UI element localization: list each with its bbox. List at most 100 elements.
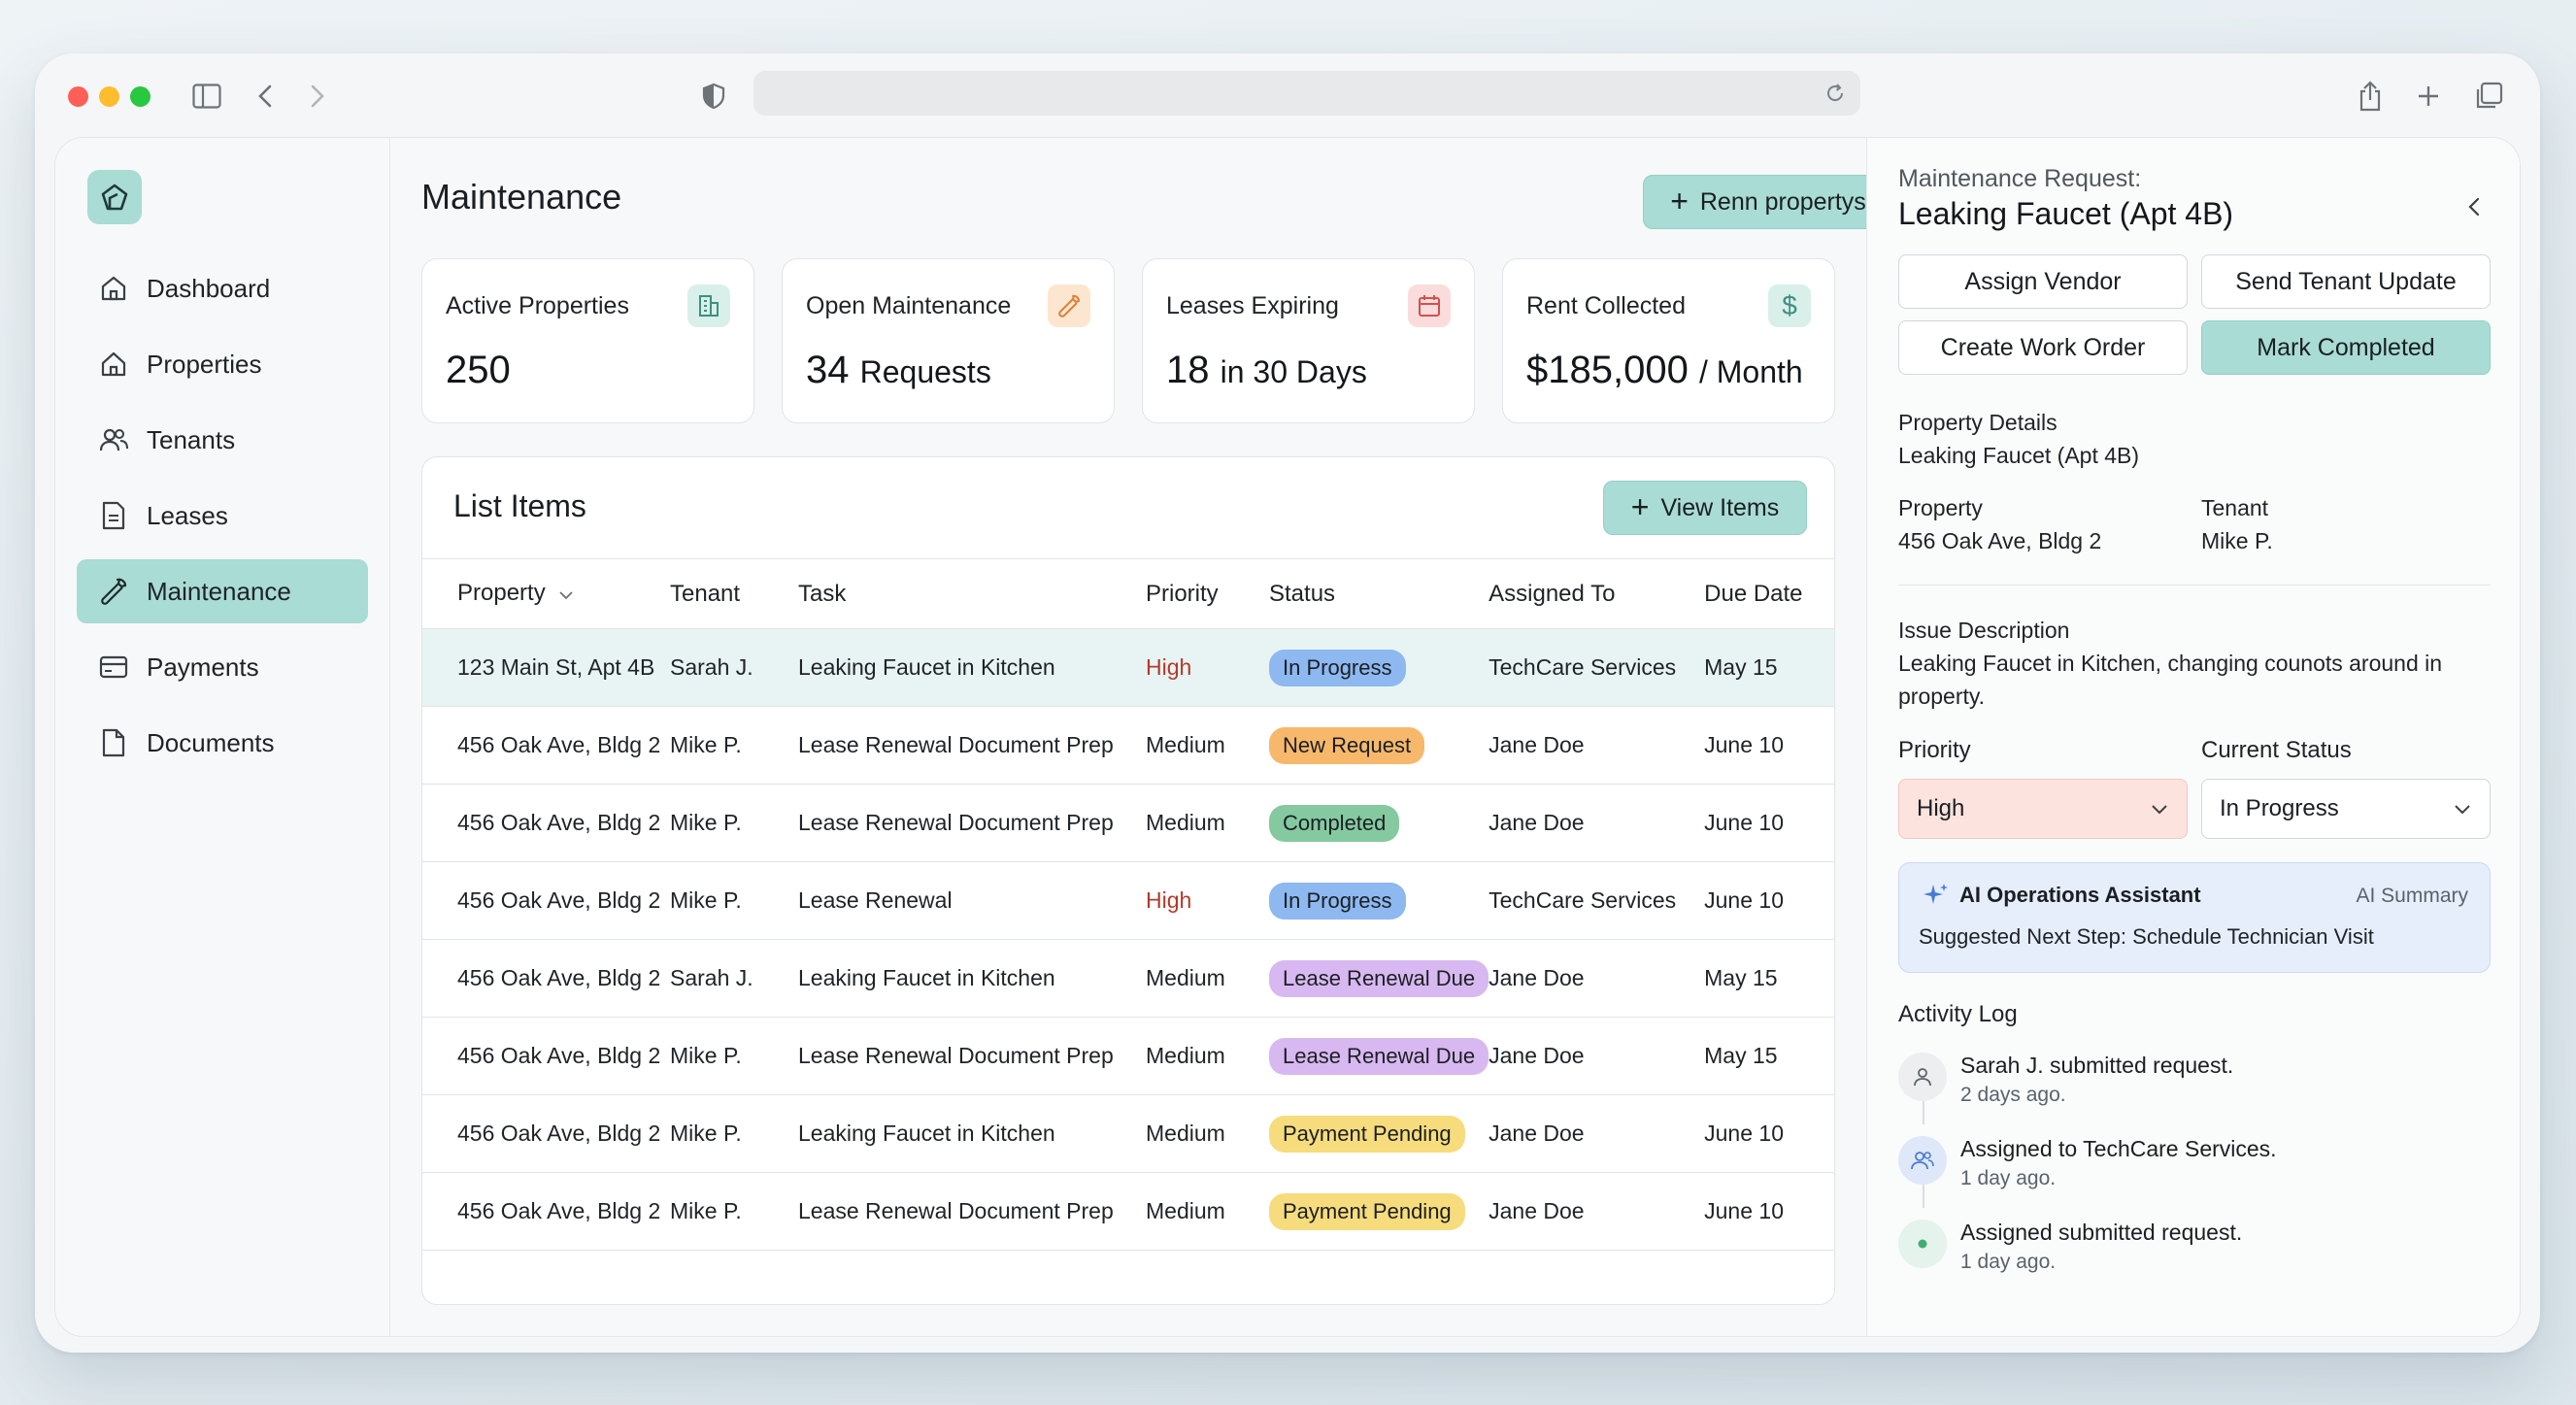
activity-log-heading: Activity Log [1898, 1001, 2018, 1027]
send-tenant-update-button[interactable]: Send Tenant Update [2201, 254, 2491, 309]
button-label: View Items [1660, 493, 1780, 521]
zoom-window-button[interactable] [130, 86, 151, 107]
sidebar-item-properties[interactable]: Properties [77, 332, 368, 396]
tab-overview-icon[interactable] [2470, 78, 2507, 115]
sidebar-toggle-icon[interactable] [188, 78, 225, 115]
tenant-value: Mike P. [2201, 528, 2273, 553]
sidebar-item-dashboard[interactable]: Dashboard [77, 256, 368, 320]
table-row[interactable]: 456 Oak Ave, Bldg 2 Mike P. Lease Renewa… [422, 706, 1834, 785]
user-icon [1898, 1053, 1947, 1101]
cell-property: 456 Oak Ave, Bldg 2 [422, 861, 670, 940]
cell-status: In Progress [1269, 861, 1489, 940]
sparkle-icon [1919, 879, 1952, 912]
sidebar: Dashboard Properties Tenants Leases Main… [55, 138, 390, 1336]
users-icon [1898, 1136, 1947, 1185]
mark-completed-button[interactable]: Mark Completed [2201, 320, 2491, 375]
activity-time: 1 day ago. [1960, 1167, 2057, 1189]
page-title: Maintenance [421, 177, 622, 217]
cell-due-date: June 10 [1704, 861, 1834, 940]
back-icon[interactable] [247, 78, 284, 115]
close-window-button[interactable] [68, 86, 88, 107]
shield-icon[interactable] [695, 78, 732, 115]
home-icon [96, 271, 131, 306]
table-row[interactable]: 456 Oak Ave, Bldg 2 Mike P. Lease Renewa… [422, 1017, 1834, 1095]
chevron-left-icon[interactable] [2459, 192, 2489, 221]
cell-task: Leaking Faucet in Kitchen [798, 628, 1146, 707]
sidebar-item-leases[interactable]: Leases [77, 484, 368, 548]
table-row[interactable]: 456 Oak Ave, Bldg 2 Mike P. Lease Renewa… [422, 1172, 1834, 1251]
column-header-task[interactable]: Task [798, 558, 1146, 629]
sidebar-item-maintenance[interactable]: Maintenance [77, 559, 368, 623]
activity-text: Sarah J. submitted request. [1960, 1053, 2234, 1078]
stat-card-active-properties[interactable]: Active Properties 250 [421, 258, 754, 423]
activity-text: Assigned to TechCare Services. [1960, 1136, 2277, 1161]
activity-item: Sarah J. submitted request. 2 days ago. [1898, 1047, 2491, 1124]
activity-time: 2 days ago. [1960, 1084, 2066, 1106]
cell-assigned: TechCare Services [1489, 628, 1705, 707]
cell-property: 123 Main St, Apt 4B [422, 628, 670, 707]
column-header-priority[interactable]: Priority [1146, 558, 1269, 629]
chevron-down-icon [2451, 797, 2474, 820]
view-items-button[interactable]: + View Items [1603, 481, 1807, 535]
activity-item: Assigned to TechCare Services. 1 day ago… [1898, 1130, 2491, 1208]
table-row[interactable]: 456 Oak Ave, Bldg 2 Mike P. Leaking Fauc… [422, 1094, 1834, 1173]
cell-due-date: June 10 [1704, 784, 1834, 862]
table-row[interactable]: 456 Oak Ave, Bldg 2 Mike P. Lease Renewa… [422, 861, 1834, 940]
forward-icon[interactable] [299, 78, 336, 115]
minimize-window-button[interactable] [99, 86, 119, 107]
stat-number: 250 [446, 349, 511, 391]
table-row[interactable]: 456 Oak Ave, Bldg 2 Mike P. Lease Renewa… [422, 784, 1834, 862]
list-card: List Items + View Items Property Tenant … [421, 456, 1835, 1305]
cell-due-date: June 10 [1704, 706, 1834, 785]
new-tab-icon[interactable] [2410, 78, 2447, 115]
column-header-assigned-to[interactable]: Assigned To [1489, 558, 1705, 629]
list-title: List Items [453, 488, 586, 523]
stat-value: 250 [446, 349, 511, 392]
cell-status: In Progress [1269, 628, 1489, 707]
ai-assistant-card[interactable]: AI Operations Assistant AI Summary Sugge… [1898, 862, 2491, 973]
reload-icon[interactable] [1822, 80, 1849, 107]
calendar-icon [1408, 284, 1451, 327]
cell-task: Leaking Faucet in Kitchen [798, 1094, 1146, 1173]
renn-properties-button[interactable]: + Renn propertys [1643, 175, 1893, 229]
sidebar-item-documents[interactable]: Documents [77, 711, 368, 775]
cell-due-date: May 15 [1704, 939, 1834, 1018]
cell-tenant: Mike P. [670, 861, 798, 940]
card-icon [96, 650, 131, 685]
create-work-order-button[interactable]: Create Work Order [1898, 320, 2188, 375]
stat-card-rent-collected[interactable]: Rent Collected $185,000 / Month $ [1502, 258, 1835, 423]
chevron-down-icon[interactable] [557, 581, 575, 608]
sidebar-item-tenants[interactable]: Tenants [77, 408, 368, 472]
stat-card-open-maintenance[interactable]: Open Maintenance 34 Requests [782, 258, 1115, 423]
stat-unit: Requests [859, 354, 991, 389]
column-header-property[interactable]: Property [422, 558, 670, 629]
dollar-icon: $ [1768, 284, 1811, 327]
cell-task: Lease Renewal Document Prep [798, 784, 1146, 862]
column-header-due-date[interactable]: Due Date [1704, 558, 1834, 629]
stat-card-leases-expiring[interactable]: Leases Expiring 18 in 30 Days [1142, 258, 1475, 423]
cell-tenant: Mike P. [670, 784, 798, 862]
column-header-tenant[interactable]: Tenant [670, 558, 798, 629]
share-icon[interactable] [2352, 78, 2389, 115]
column-header-status[interactable]: Status [1269, 558, 1489, 629]
assign-vendor-button[interactable]: Assign Vendor [1898, 254, 2188, 309]
property-label: Property [1898, 495, 1983, 520]
sidebar-item-label: Tenants [147, 424, 236, 454]
cell-status: Lease Renewal Due [1269, 1017, 1489, 1095]
cell-status: Completed [1269, 784, 1489, 862]
ai-summary-tag: AI Summary [2356, 885, 2468, 907]
table-row[interactable]: 123 Main St, Apt 4B Sarah J. Leaking Fau… [422, 628, 1834, 707]
table-row[interactable]: 456 Oak Ave, Bldg 2 Sarah J. Leaking Fau… [422, 939, 1834, 1018]
stats-row: Active Properties 250 Open Maintenance 3… [421, 258, 1835, 423]
stat-unit: / Month [1698, 354, 1803, 389]
file-icon [96, 725, 131, 760]
cell-assigned: Jane Doe [1489, 939, 1705, 1018]
address-bar[interactable] [753, 71, 1860, 116]
stat-label: Leases Expiring [1166, 292, 1339, 319]
app-logo[interactable] [87, 170, 142, 224]
sidebar-item-payments[interactable]: Payments [77, 635, 368, 699]
sidebar-item-label: Payments [147, 652, 259, 682]
priority-select[interactable]: High [1898, 779, 2188, 839]
status-select[interactable]: In Progress [2201, 779, 2491, 839]
status-badge: Completed [1269, 804, 1400, 842]
